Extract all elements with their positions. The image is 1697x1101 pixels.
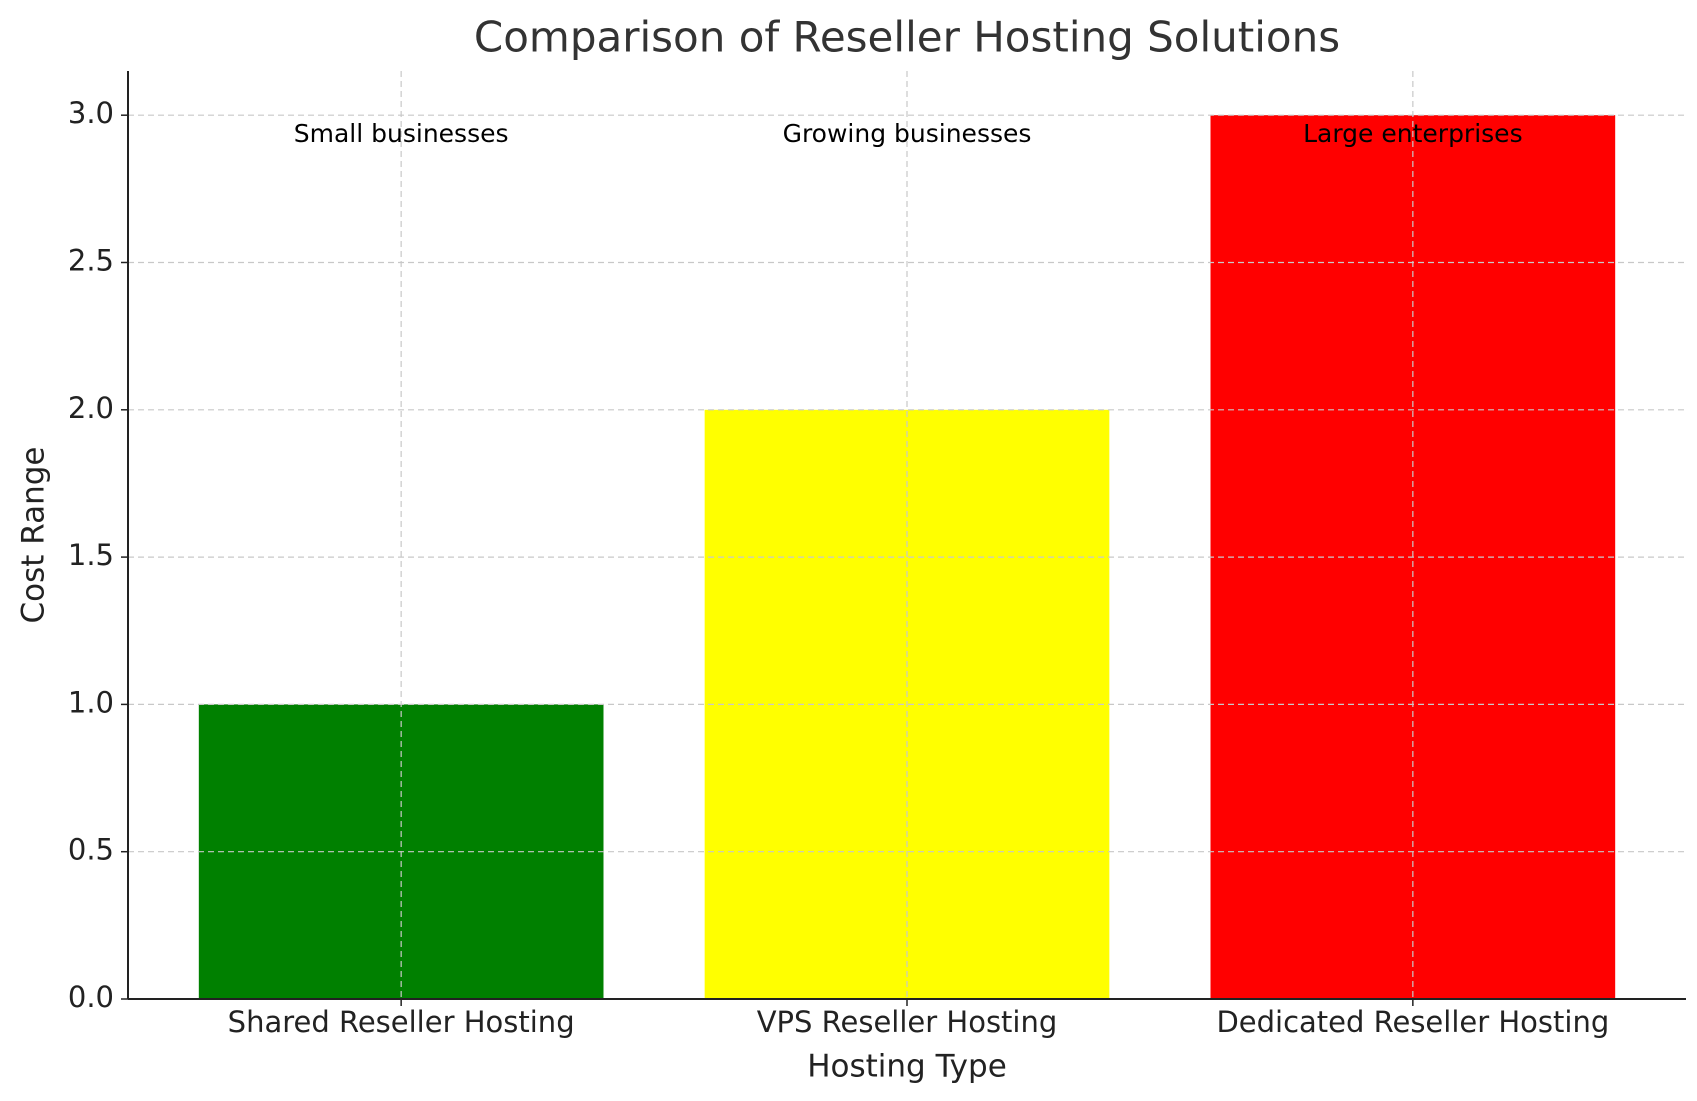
y-tick-label: 0.5: [68, 833, 114, 867]
chart-title: Comparison of Reseller Hosting Solutions: [474, 13, 1340, 62]
annotation: Growing businesses: [783, 119, 1032, 148]
y-tick-label: 0.0: [68, 980, 114, 1014]
x-tick-label: Shared Reseller Hosting: [228, 1005, 575, 1039]
annotation: Large enterprises: [1303, 119, 1523, 148]
y-tick-label: 2.0: [68, 391, 114, 425]
y-axis-label: Cost Range: [16, 446, 52, 623]
y-tick-label: 2.5: [68, 243, 114, 277]
y-tick-label: 3.0: [68, 96, 114, 130]
x-tick-label: Dedicated Reseller Hosting: [1216, 1005, 1609, 1039]
y-tick-label: 1.5: [68, 538, 114, 572]
x-tick-label: VPS Reseller Hosting: [757, 1005, 1058, 1039]
x-axis-label: Hosting Type: [807, 1049, 1007, 1085]
y-tick-label: 1.0: [68, 685, 114, 719]
annotation: Small businesses: [294, 119, 509, 148]
